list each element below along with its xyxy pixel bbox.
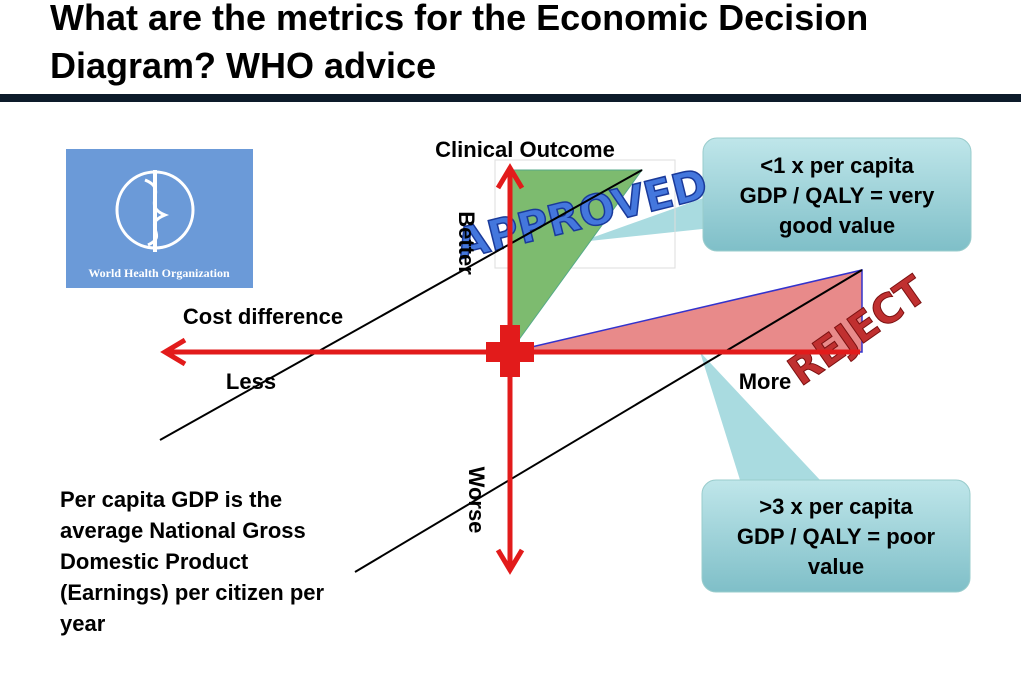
- threshold-line: [354, 269, 863, 573]
- callout-line: <1 x per capita: [760, 153, 914, 178]
- title-line: Diagram? WHO advice: [50, 45, 436, 86]
- note: Per capita GDP is the average National G…: [60, 487, 324, 636]
- callout-line: GDP / QALY = very: [740, 183, 935, 208]
- callout-line: GDP / QALY = poor: [737, 524, 936, 549]
- callout-line: value: [808, 554, 864, 579]
- axis-end-label: Less: [226, 369, 276, 394]
- stamp-frame: [494, 159, 676, 269]
- axis-title: Clinical Outcome: [435, 137, 615, 162]
- note-line: average National Gross: [60, 518, 306, 543]
- axis-end-label: More: [739, 369, 792, 394]
- callout: >3 x per capita GDP / QALY = poor value: [700, 352, 971, 593]
- title-line: What are the metrics for the Economic De…: [50, 0, 868, 38]
- axes: [160, 163, 860, 575]
- logo-label: World Health Organization: [88, 266, 230, 280]
- axis-end-label: Worse: [464, 467, 489, 534]
- note-line: year: [60, 611, 106, 636]
- callout: <1 x per capita GDP / QALY = very good v…: [580, 137, 972, 252]
- logo: World Health Organization: [66, 149, 253, 288]
- axis-end-label: Better: [454, 211, 479, 275]
- axis-title: Cost difference: [183, 304, 343, 329]
- note-line: Per capita GDP is the: [60, 487, 282, 512]
- title-rule: [0, 94, 1021, 102]
- note-line: Domestic Product: [60, 549, 249, 574]
- callout-line: >3 x per capita: [759, 494, 913, 519]
- callout-line: good value: [779, 213, 895, 238]
- note-line: (Earnings) per citizen per: [60, 580, 324, 605]
- threshold-line: [159, 169, 643, 441]
